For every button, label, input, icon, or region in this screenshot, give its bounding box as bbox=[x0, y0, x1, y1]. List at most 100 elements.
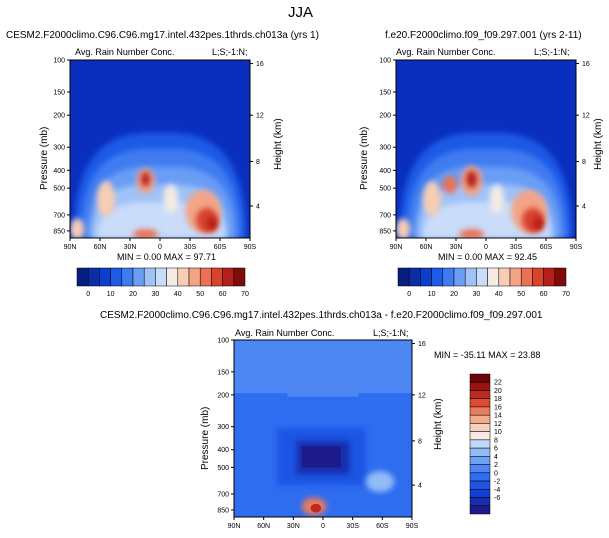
panel1-x-tick-label: 90N bbox=[64, 244, 77, 251]
panel3-stats: MIN = -35.11 MAX = 23.88 bbox=[434, 350, 541, 360]
panel1-height-tick-label: 12 bbox=[256, 113, 264, 120]
colorbar3-label: 8 bbox=[494, 437, 498, 444]
panel1-y-tick-label: 400 bbox=[53, 168, 65, 175]
panel3-y-tick-label: 400 bbox=[217, 447, 229, 454]
panel3-height-tick-label: 16 bbox=[418, 341, 426, 348]
panel1-x-tick-label: 30N bbox=[124, 244, 137, 251]
panel3-y-tick-label: 700 bbox=[217, 491, 229, 498]
panel2-y-tick-label: 300 bbox=[379, 145, 391, 152]
colorbar3-label: 12 bbox=[494, 421, 502, 428]
panel2-y-tick-label: 850 bbox=[379, 228, 391, 235]
colorbar1-swatch bbox=[132, 267, 145, 287]
panel3-y-tick-label: 500 bbox=[217, 465, 229, 472]
colorbar2-label: 30 bbox=[473, 291, 481, 298]
panel2-blob-2 bbox=[466, 170, 477, 188]
colorbar3-label: 10 bbox=[494, 429, 502, 436]
panel3-field bbox=[234, 340, 412, 517]
colorbar2-swatch bbox=[520, 267, 533, 287]
panel1-y-tick-label: 500 bbox=[53, 186, 65, 193]
panel2-y-tick-label: 700 bbox=[379, 212, 391, 219]
panel2-y-tick-label: 400 bbox=[379, 168, 391, 175]
colorbar3-swatch bbox=[469, 414, 491, 424]
colorbar2-label: 60 bbox=[540, 291, 548, 298]
panel2-y-tick-label: 200 bbox=[379, 113, 391, 120]
panel1-blob-8 bbox=[70, 218, 85, 238]
colorbar2-label: 20 bbox=[450, 291, 458, 298]
panel2-x-tick-label: 60S bbox=[540, 244, 553, 251]
colorbar1-label: 30 bbox=[152, 291, 160, 298]
colorbar3-swatch bbox=[469, 489, 491, 498]
colorbar1-swatch bbox=[188, 267, 201, 287]
panel2-blob-9 bbox=[442, 175, 458, 194]
colorbar2-swatch bbox=[498, 267, 511, 287]
colorbar3-swatch bbox=[469, 390, 491, 399]
panel2-x-tick-label: 30N bbox=[450, 244, 463, 251]
colorbar2-swatch bbox=[509, 267, 522, 287]
panel2-x-tick-label: 0 bbox=[484, 244, 488, 251]
panel1-x-tick-label: 60N bbox=[94, 244, 107, 251]
panel3-y-tick-label: 150 bbox=[217, 369, 229, 376]
colorbar2-swatch bbox=[397, 267, 410, 287]
panel2-height-tick-label: 16 bbox=[582, 61, 590, 68]
colorbar3-label: -4 bbox=[494, 487, 500, 494]
colorbar2-swatch bbox=[476, 267, 488, 287]
panel3-x-tick-label: 60N bbox=[257, 523, 270, 530]
panel1-height-tick-label: 8 bbox=[256, 159, 260, 166]
colorbar1-swatch bbox=[87, 267, 100, 287]
panel1-x-tick-label: 90S bbox=[244, 244, 257, 251]
panel2-x-tick-label: 60N bbox=[420, 244, 433, 251]
panel2-y-tick-label: 100 bbox=[379, 58, 391, 65]
panel2-blob-3 bbox=[489, 184, 504, 214]
colorbar1-swatch bbox=[76, 267, 89, 287]
panel1-blob-6 bbox=[206, 216, 218, 231]
panel2-blob-0 bbox=[423, 181, 441, 217]
panel3-region-label: L;S;-1:N; bbox=[373, 328, 409, 338]
colorbar3-swatch bbox=[469, 456, 491, 465]
panel2-y-tick-label: 150 bbox=[379, 90, 391, 97]
panel1-y-tick-label: 150 bbox=[53, 90, 65, 97]
panel1-field-label: Avg. Rain Number Conc. bbox=[75, 47, 175, 57]
panel2-field-label: Avg. Rain Number Conc. bbox=[396, 47, 496, 57]
colorbar3-swatch bbox=[469, 398, 491, 408]
panel3-x-tick-label: 0 bbox=[321, 523, 325, 530]
panel1-field bbox=[70, 60, 250, 238]
colorbar3-swatch bbox=[469, 464, 491, 474]
panel1-stats: MIN = 0.00 MAX = 97.71 bbox=[117, 252, 217, 262]
colorbar3-swatch bbox=[469, 497, 491, 507]
panel2-x-tick-label: 90S bbox=[570, 244, 583, 251]
panel1-y-tick-label: 700 bbox=[53, 212, 65, 219]
colorbar3-swatch bbox=[469, 447, 491, 457]
colorbar2-swatch bbox=[453, 267, 466, 287]
colorbar3-label: 16 bbox=[494, 404, 502, 411]
colorbar1-label: 40 bbox=[174, 291, 182, 298]
panel1-blob-3 bbox=[163, 184, 178, 214]
colorbar2-label: 10 bbox=[428, 291, 436, 298]
colorbar3-label: 22 bbox=[494, 380, 502, 387]
colorbar2-label: 70 bbox=[562, 291, 570, 298]
panel3-core-min bbox=[301, 446, 341, 468]
colorbar1-swatch bbox=[199, 267, 212, 287]
panel1-height-tick-label: 16 bbox=[256, 61, 264, 68]
colorbar2-swatch bbox=[442, 267, 455, 287]
colorbar1-swatch bbox=[155, 267, 167, 287]
panel2-height-tick-label: 4 bbox=[582, 203, 586, 210]
colorbar1-label: 60 bbox=[219, 291, 227, 298]
colorbar1-label: 50 bbox=[196, 291, 204, 298]
panel3-y-tick-label: 100 bbox=[217, 338, 229, 345]
panel3-y-tick-label: 850 bbox=[217, 507, 229, 514]
colorbar3-swatch bbox=[469, 439, 491, 449]
colorbar1-label: 20 bbox=[129, 291, 137, 298]
colorbar1-swatch bbox=[110, 267, 123, 287]
panel2-x-tick-label: 90N bbox=[390, 244, 403, 251]
panel3-x-tick-label: 30N bbox=[287, 523, 300, 530]
colorbar1-label: 10 bbox=[107, 291, 115, 298]
panel2-blob-7 bbox=[459, 229, 485, 238]
colorbar1-label: 70 bbox=[241, 291, 249, 298]
colorbar3-swatch bbox=[469, 505, 491, 515]
colorbar2-swatch bbox=[532, 267, 544, 287]
panel3-light-blob bbox=[365, 470, 395, 493]
panel3-x-tick-label: 60S bbox=[376, 523, 389, 530]
panel1-blob-0 bbox=[97, 181, 115, 217]
panel2-height-tick-label: 12 bbox=[582, 113, 590, 120]
